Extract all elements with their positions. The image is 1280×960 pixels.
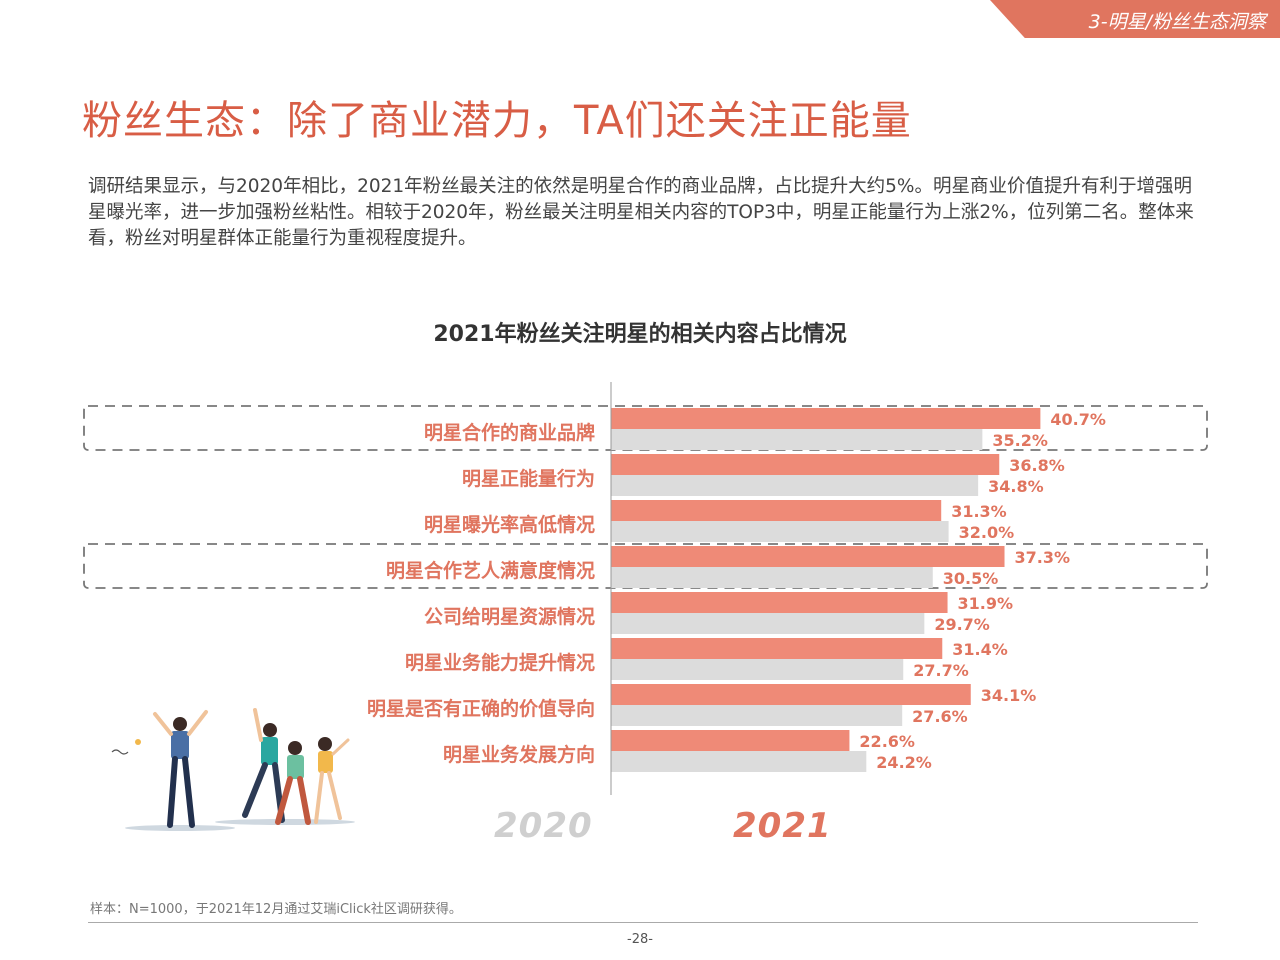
legend-2021: 2021	[733, 806, 832, 846]
category-label: 明星是否有正确的价值导向	[367, 697, 595, 720]
bar-2021	[611, 684, 971, 705]
bar-2020	[611, 567, 933, 588]
value-label-2020: 32.0%	[959, 523, 1015, 542]
bar-2020	[611, 429, 983, 450]
category-label: 明星业务能力提升情况	[405, 651, 595, 674]
celebrating-people-illustration	[111, 708, 355, 831]
category-label: 明星曝光率高低情况	[424, 513, 595, 536]
bar-2020	[611, 705, 903, 726]
category-label: 明星正能量行为	[462, 467, 595, 490]
source-note: 样本：N=1000，于2021年12月通过艾瑞iClick社区调研获得。	[90, 902, 462, 917]
intro-paragraph: 调研结果显示，与2020年相比，2021年粉丝最关注的依然是明星合作的商业品牌，…	[88, 176, 1194, 249]
bar-2020	[611, 659, 904, 680]
bar-2021	[611, 638, 943, 659]
value-label-2020: 35.2%	[992, 431, 1048, 450]
value-label-2020: 29.7%	[934, 615, 990, 634]
value-label-2021: 34.1%	[981, 686, 1037, 705]
value-label-2020: 30.5%	[943, 569, 999, 588]
value-label-2021: 31.4%	[952, 640, 1008, 659]
category-label: 公司给明星资源情况	[424, 605, 595, 628]
page-title: 粉丝生态：除了商业潜力，TA们还关注正能量	[82, 98, 912, 144]
bar-2020	[611, 613, 925, 634]
section-tag: 3-明星/粉丝生态洞察	[990, 0, 1280, 38]
footer-divider	[88, 922, 1198, 923]
category-label: 明星合作艺人满意度情况	[386, 559, 595, 582]
value-label-2021: 36.8%	[1009, 456, 1065, 475]
bar-2020	[611, 475, 979, 496]
value-label-2021: 22.6%	[859, 732, 915, 751]
bar-2021	[611, 500, 942, 521]
value-label-2020: 27.7%	[913, 661, 969, 680]
bar-2021	[611, 408, 1041, 429]
category-label: 明星业务发展方向	[443, 743, 595, 766]
section-tag-label: 3-明星/粉丝生态洞察	[1088, 11, 1266, 33]
bar-2021	[611, 592, 948, 613]
value-label-2021: 31.9%	[958, 594, 1014, 613]
value-label-2020: 27.6%	[912, 707, 968, 726]
bar-2021	[611, 730, 850, 751]
category-label: 明星合作的商业品牌	[424, 421, 595, 444]
legend-2020: 2020	[494, 806, 593, 846]
value-label-2021: 40.7%	[1050, 410, 1106, 429]
bar-2021	[611, 546, 1005, 567]
value-label-2021: 31.3%	[951, 502, 1007, 521]
value-label-2021: 37.3%	[1015, 548, 1071, 567]
bar-2020	[611, 521, 949, 542]
page-number: -28-	[627, 932, 653, 947]
bar-2020	[611, 751, 867, 772]
chart-title: 2021年粉丝关注明星的相关内容占比情况	[433, 322, 847, 347]
bar-2021	[611, 454, 1000, 475]
value-label-2020: 24.2%	[876, 753, 932, 772]
value-label-2020: 34.8%	[988, 477, 1044, 496]
